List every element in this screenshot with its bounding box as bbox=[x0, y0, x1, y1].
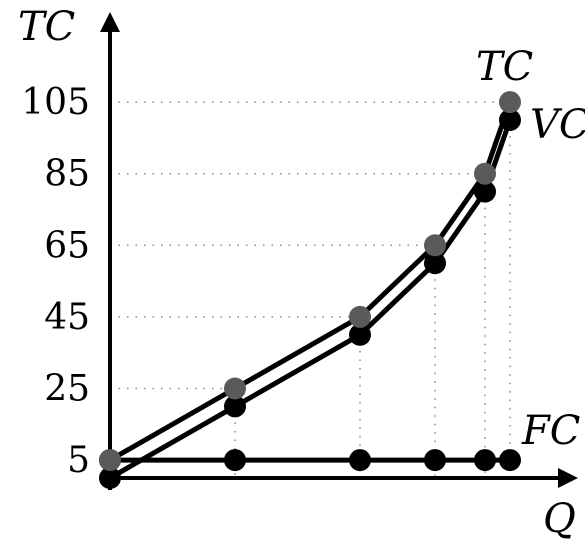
tc-point bbox=[424, 234, 446, 257]
series-label-tc: TC bbox=[476, 44, 533, 90]
vc-point bbox=[224, 395, 246, 418]
y-tick-labels: 5 25 45 65 85 105 bbox=[21, 82, 90, 481]
fc-point bbox=[349, 449, 371, 472]
tc-point bbox=[499, 91, 521, 114]
tc-point bbox=[224, 377, 246, 400]
series-lines bbox=[107, 99, 513, 481]
y-tick-label: 45 bbox=[44, 297, 90, 338]
series-labels: TC VC FC bbox=[476, 44, 585, 454]
fc-point bbox=[224, 449, 246, 472]
y-tick-label: 65 bbox=[44, 225, 90, 266]
tc-point bbox=[99, 449, 121, 472]
series-label-fc: FC bbox=[521, 408, 580, 454]
axes: TC Q bbox=[18, 4, 578, 542]
vc-point bbox=[474, 180, 496, 203]
vc-point bbox=[349, 323, 371, 346]
y-tick-label: 25 bbox=[44, 369, 90, 410]
series-label-vc: VC bbox=[530, 102, 585, 148]
guide-lines bbox=[110, 101, 511, 478]
vc-point bbox=[99, 467, 121, 489]
y-axis-label: TC bbox=[18, 4, 75, 50]
tc-point bbox=[474, 162, 496, 185]
fc-point bbox=[499, 449, 521, 472]
tc-line bbox=[107, 99, 513, 463]
vc-point bbox=[424, 252, 446, 275]
y-tick-label: 105 bbox=[21, 82, 90, 123]
y-tick-label: 5 bbox=[67, 440, 90, 481]
x-axis-label: Q bbox=[543, 496, 576, 542]
tc-point bbox=[349, 305, 371, 328]
fc-point bbox=[424, 449, 446, 472]
fc-point bbox=[474, 449, 496, 472]
y-tick-label: 85 bbox=[44, 154, 90, 195]
vc-point bbox=[499, 109, 521, 131]
series-points bbox=[99, 91, 521, 489]
